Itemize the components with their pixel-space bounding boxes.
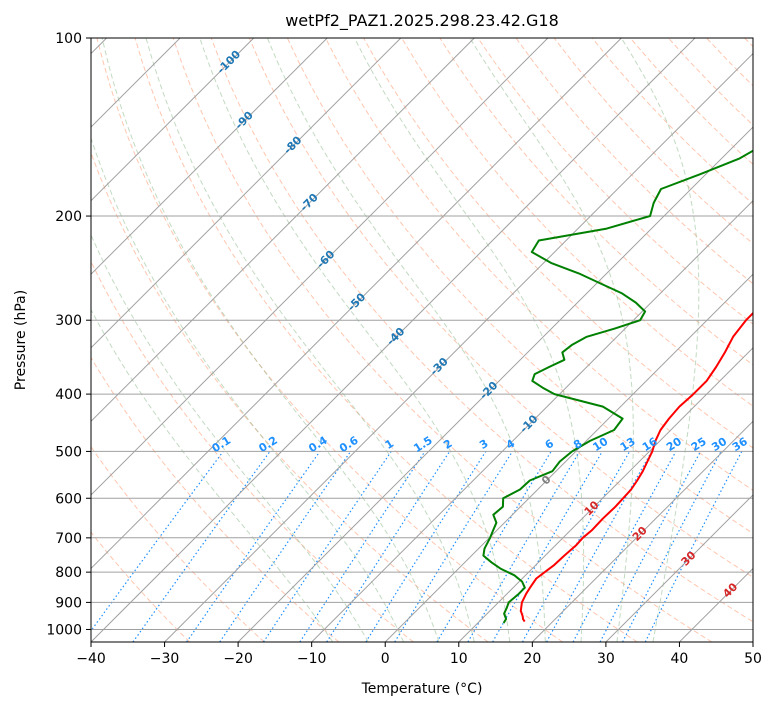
- dry-adiabat: [248, 38, 753, 578]
- moist-adiabat: [620, 38, 700, 642]
- dry-adiabat: [91, 356, 340, 642]
- isotherm-line: [164, 52, 753, 642]
- y-axis-ticks: 1000 900 800 700 600 500 400 300 200 100: [46, 31, 91, 638]
- mixing-ratio-line: [546, 451, 653, 642]
- chart-title: wetPf2_PAZ1.2025.298.23.42.G18: [285, 11, 559, 31]
- dry-adiabat: [91, 531, 191, 642]
- isotherm-line: [91, 38, 255, 202]
- dry-adiabat: [401, 38, 753, 407]
- dry-adiabat: [515, 38, 753, 285]
- y-tick-label: 400: [55, 387, 82, 403]
- isotherm-line: [458, 347, 753, 642]
- dewpoint-profile-line: [482, 149, 753, 624]
- isotherm-line: [91, 38, 402, 349]
- x-tick-label: −30: [150, 651, 180, 667]
- isotherm-line: [237, 126, 753, 642]
- x-axis-ticks: −40 −30 −20 −10 0 10 20 30 40 50: [76, 642, 762, 667]
- temperature-profile-line: [519, 311, 753, 623]
- isotherms: [91, 38, 753, 642]
- mixing-ratio-line: [394, 451, 513, 642]
- x-axis-label: Temperature (°C): [361, 681, 483, 697]
- background-lines: [91, 38, 753, 642]
- isotherm-line: [311, 199, 753, 642]
- y-tick-label: 300: [55, 313, 82, 329]
- isotherm-line: [605, 494, 753, 642]
- moist-adiabat: [91, 233, 369, 642]
- dry-adiabat: [172, 38, 713, 642]
- x-tick-label: −10: [297, 651, 327, 667]
- mixing-ratio-line: [299, 451, 426, 642]
- x-tick-label: −20: [223, 651, 253, 667]
- mixing-ratio-line: [186, 451, 321, 642]
- y-tick-label: 500: [55, 444, 82, 460]
- y-tick-label: 900: [55, 595, 82, 611]
- dry-adiabat: [91, 151, 489, 642]
- pressure-gridlines: [91, 38, 753, 630]
- dry-adiabat: [96, 38, 563, 642]
- moist-adiabat: [266, 38, 546, 642]
- isotherm-line: [531, 420, 753, 642]
- x-tick-label: 50: [744, 651, 762, 667]
- isotherm-line: [91, 38, 622, 570]
- x-tick-label: 20: [523, 651, 541, 667]
- isotherm-line: [91, 38, 475, 423]
- dry-adiabat: [325, 38, 753, 491]
- y-tick-label: 100: [55, 31, 82, 47]
- moist-adiabat: [145, 38, 475, 642]
- y-tick-label: 800: [55, 565, 82, 581]
- y-tick-label: 200: [55, 209, 82, 225]
- mixing-ratio-line: [91, 451, 224, 632]
- mixing-ratio-line: [572, 451, 677, 642]
- x-tick-label: 10: [450, 651, 468, 667]
- mixing-ratio-line: [262, 451, 392, 642]
- dry-adiabat: [477, 38, 753, 325]
- isotherm-line: [91, 38, 328, 275]
- x-tick-label: 30: [597, 651, 615, 667]
- dry-adiabat: [210, 38, 753, 623]
- moist-adiabat: [354, 38, 585, 642]
- dry-adiabat: [134, 38, 638, 642]
- moist-adiabat: [91, 308, 334, 642]
- dry-adiabat: [91, 445, 265, 642]
- x-tick-label: 0: [381, 651, 390, 667]
- plot-frame: [90, 37, 754, 643]
- isotherm-line: [91, 38, 549, 496]
- moist-adiabat: [199, 38, 511, 642]
- isotherm-line: [384, 273, 753, 642]
- mixing-ratio-line: [326, 451, 451, 642]
- mixing-ratio-line: [644, 451, 743, 642]
- x-tick-label: 40: [671, 651, 689, 667]
- profile-lines: [482, 149, 753, 624]
- y-tick-label: 1000: [46, 622, 82, 638]
- x-tick-label: −40: [76, 651, 106, 667]
- y-tick-label: 700: [55, 531, 82, 547]
- y-tick-label: 600: [55, 491, 82, 507]
- moist-adiabat: [101, 38, 440, 642]
- moist-adiabat: [91, 136, 405, 642]
- mixing-ratio-line: [219, 451, 352, 642]
- y-axis-label: Pressure (hPa): [13, 290, 29, 390]
- isotherm-line: [91, 38, 696, 642]
- mixing-ratio-line: [521, 451, 631, 642]
